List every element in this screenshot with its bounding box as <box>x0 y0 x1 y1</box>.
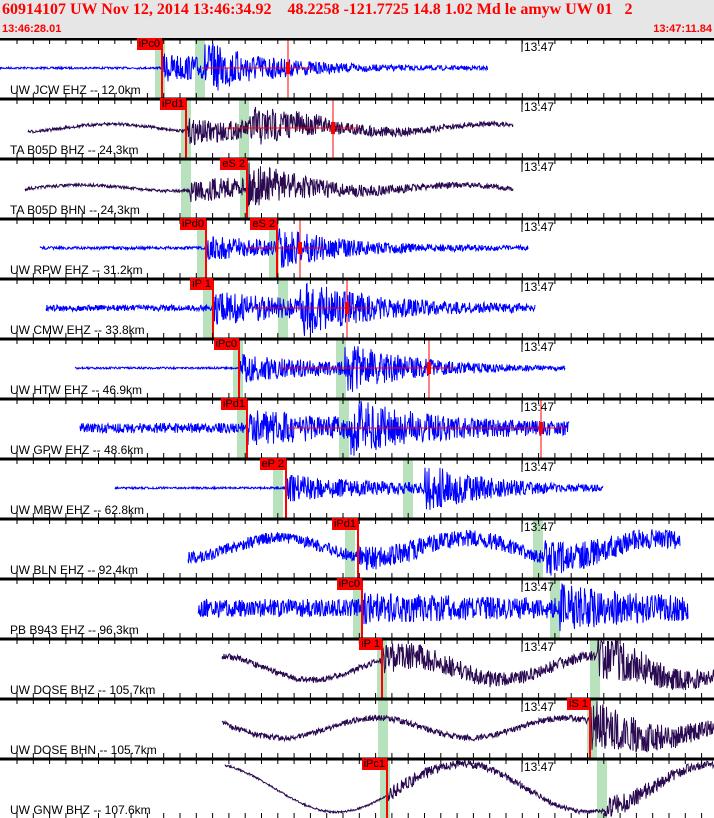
station-label: UW HTW EHZ -- 46.9km <box>10 383 142 397</box>
waveform-trace <box>0 43 489 91</box>
minute-label: 13:47 <box>524 400 555 414</box>
pick-window <box>197 219 207 278</box>
pick-window <box>353 579 363 638</box>
trace-panel[interactable]: UW HTW EHZ -- 46.9km 13:47 iPc0 <box>0 338 714 398</box>
phase-pick-label[interactable]: iPc0 <box>336 578 362 590</box>
minute-label: 13:47 <box>524 520 555 534</box>
trace-panel[interactable]: UW CMW EHZ -- 33.8km 13:47 iP 1 <box>0 278 714 338</box>
minute-label: 13:47 <box>524 460 555 474</box>
minute-label: 13:47 <box>524 640 555 654</box>
trace-panel[interactable]: TA B05D BHZ -- 24.3km 13:47 iPd1 <box>0 98 714 158</box>
trace-panel[interactable]: UW DOSE BHN -- 105.7km 13:47 iS 1 <box>0 698 714 758</box>
event-header: 60914107 UW Nov 12, 2014 13:46:34.92 48.… <box>0 0 714 38</box>
minute-label: 13:47 <box>524 760 555 774</box>
minute-label: 13:47 <box>524 100 555 114</box>
station-label: UW GPW EHZ -- 48.6km <box>10 443 144 457</box>
pick-window <box>533 519 543 578</box>
pick-window <box>345 519 355 578</box>
station-label: TA B05D BHZ -- 24.3km <box>10 143 139 157</box>
station-label: UW JCW EHZ -- 12.0km <box>10 83 141 97</box>
phase-pick-label[interactable]: iPd0 <box>179 218 206 230</box>
waveform-trace <box>221 640 714 691</box>
minute-label: 13:47 <box>524 580 555 594</box>
phase-pick-label[interactable]: eS 2 <box>220 158 247 170</box>
station-label: TA B05D BHN -- 24.3km <box>10 203 140 217</box>
trace-panel[interactable]: PB B943 EHZ -- 96.3km 13:47 iPc0 <box>0 578 714 638</box>
phase-pick-label[interactable]: iS 1 <box>567 698 590 710</box>
phase-pick-label[interactable]: iPc0 <box>213 338 239 350</box>
station-label: UW CMW EHZ -- 33.8km <box>10 323 145 337</box>
phase-pick-label[interactable]: eP 2 <box>259 458 286 470</box>
phase-pick-label[interactable]: eS 2 <box>250 218 277 230</box>
station-label: UW DOSE BHN -- 105.7km <box>10 743 157 757</box>
pick-window <box>597 759 607 818</box>
waveform-trace <box>24 162 514 208</box>
trace-panel[interactable]: UW GPW EHZ -- 48.6km 13:47 iPd1 <box>0 398 714 458</box>
waveform-trace <box>197 582 689 632</box>
waveform-trace <box>187 529 681 576</box>
pick-window <box>590 639 600 698</box>
minute-label: 13:47 <box>524 700 555 714</box>
waveform-trace <box>79 400 570 456</box>
trace-panel[interactable]: UW JCW EHZ -- 12.0km 13:47 iPc0 <box>0 38 714 98</box>
station-label: UW GNW BHZ -- 107.6km <box>10 803 151 817</box>
minute-label: 13:47 <box>524 160 555 174</box>
waveform-trace <box>74 346 566 392</box>
station-label: UW RPW EHZ -- 31.2km <box>10 263 143 277</box>
waveform-trace <box>114 467 604 510</box>
trace-panel[interactable]: UW GNW BHZ -- 107.6km 13:47 iPc1 <box>0 758 714 818</box>
waveform-canvas <box>0 38 714 818</box>
phase-pick-label[interactable]: iP 1 <box>190 278 213 290</box>
pick-window <box>378 699 388 758</box>
pick-window <box>181 159 191 218</box>
phase-pick-label[interactable]: iPd1 <box>331 518 358 530</box>
minute-label: 13:47 <box>524 220 555 234</box>
minute-label: 13:47 <box>524 280 555 294</box>
phase-pick-label[interactable]: iPc0 <box>136 38 162 50</box>
trace-panel[interactable]: UW DOSE BHZ -- 105.7km 13:47 iP 1 <box>0 638 714 698</box>
minute-label: 13:47 <box>524 340 555 354</box>
station-label: PB B943 EHZ -- 96.3km <box>10 623 139 637</box>
waveform-trace <box>39 228 529 268</box>
waveform-trace <box>224 759 714 817</box>
minute-label: 13:47 <box>524 40 555 54</box>
end-time: 13:47:11.84 <box>653 23 712 35</box>
event-title: 60914107 UW Nov 12, 2014 13:46:34.92 48.… <box>2 1 633 18</box>
phase-pick-label[interactable]: iP 1 <box>359 638 382 650</box>
station-label: UW DOSE BHZ -- 105.7km <box>10 683 156 697</box>
trace-panel[interactable]: UW BLN EHZ -- 92.4km 13:47 iPd1 <box>0 518 714 578</box>
start-time: 13:46:28.01 <box>2 23 62 35</box>
station-label: UW MBW EHZ -- 62.8km <box>10 503 144 517</box>
phase-pick-label[interactable]: iPd1 <box>220 398 247 410</box>
pick-window <box>380 759 390 818</box>
waveform-trace <box>221 700 714 753</box>
station-label: UW BLN EHZ -- 92.4km <box>10 563 139 577</box>
phase-pick-label[interactable]: iPc1 <box>361 758 387 770</box>
phase-pick-label[interactable]: iPd1 <box>159 98 186 110</box>
trace-panel[interactable]: UW MBW EHZ -- 62.8km 13:47 eP 2 <box>0 458 714 518</box>
trace-panel[interactable]: UW RPW EHZ -- 31.2km 13:47 iPd0 eS 2 <box>0 218 714 278</box>
waveform-trace <box>27 106 514 146</box>
waveform-trace <box>45 282 536 336</box>
trace-panel[interactable]: TA B05D BHN -- 24.3km 13:47 eS 2 <box>0 158 714 218</box>
